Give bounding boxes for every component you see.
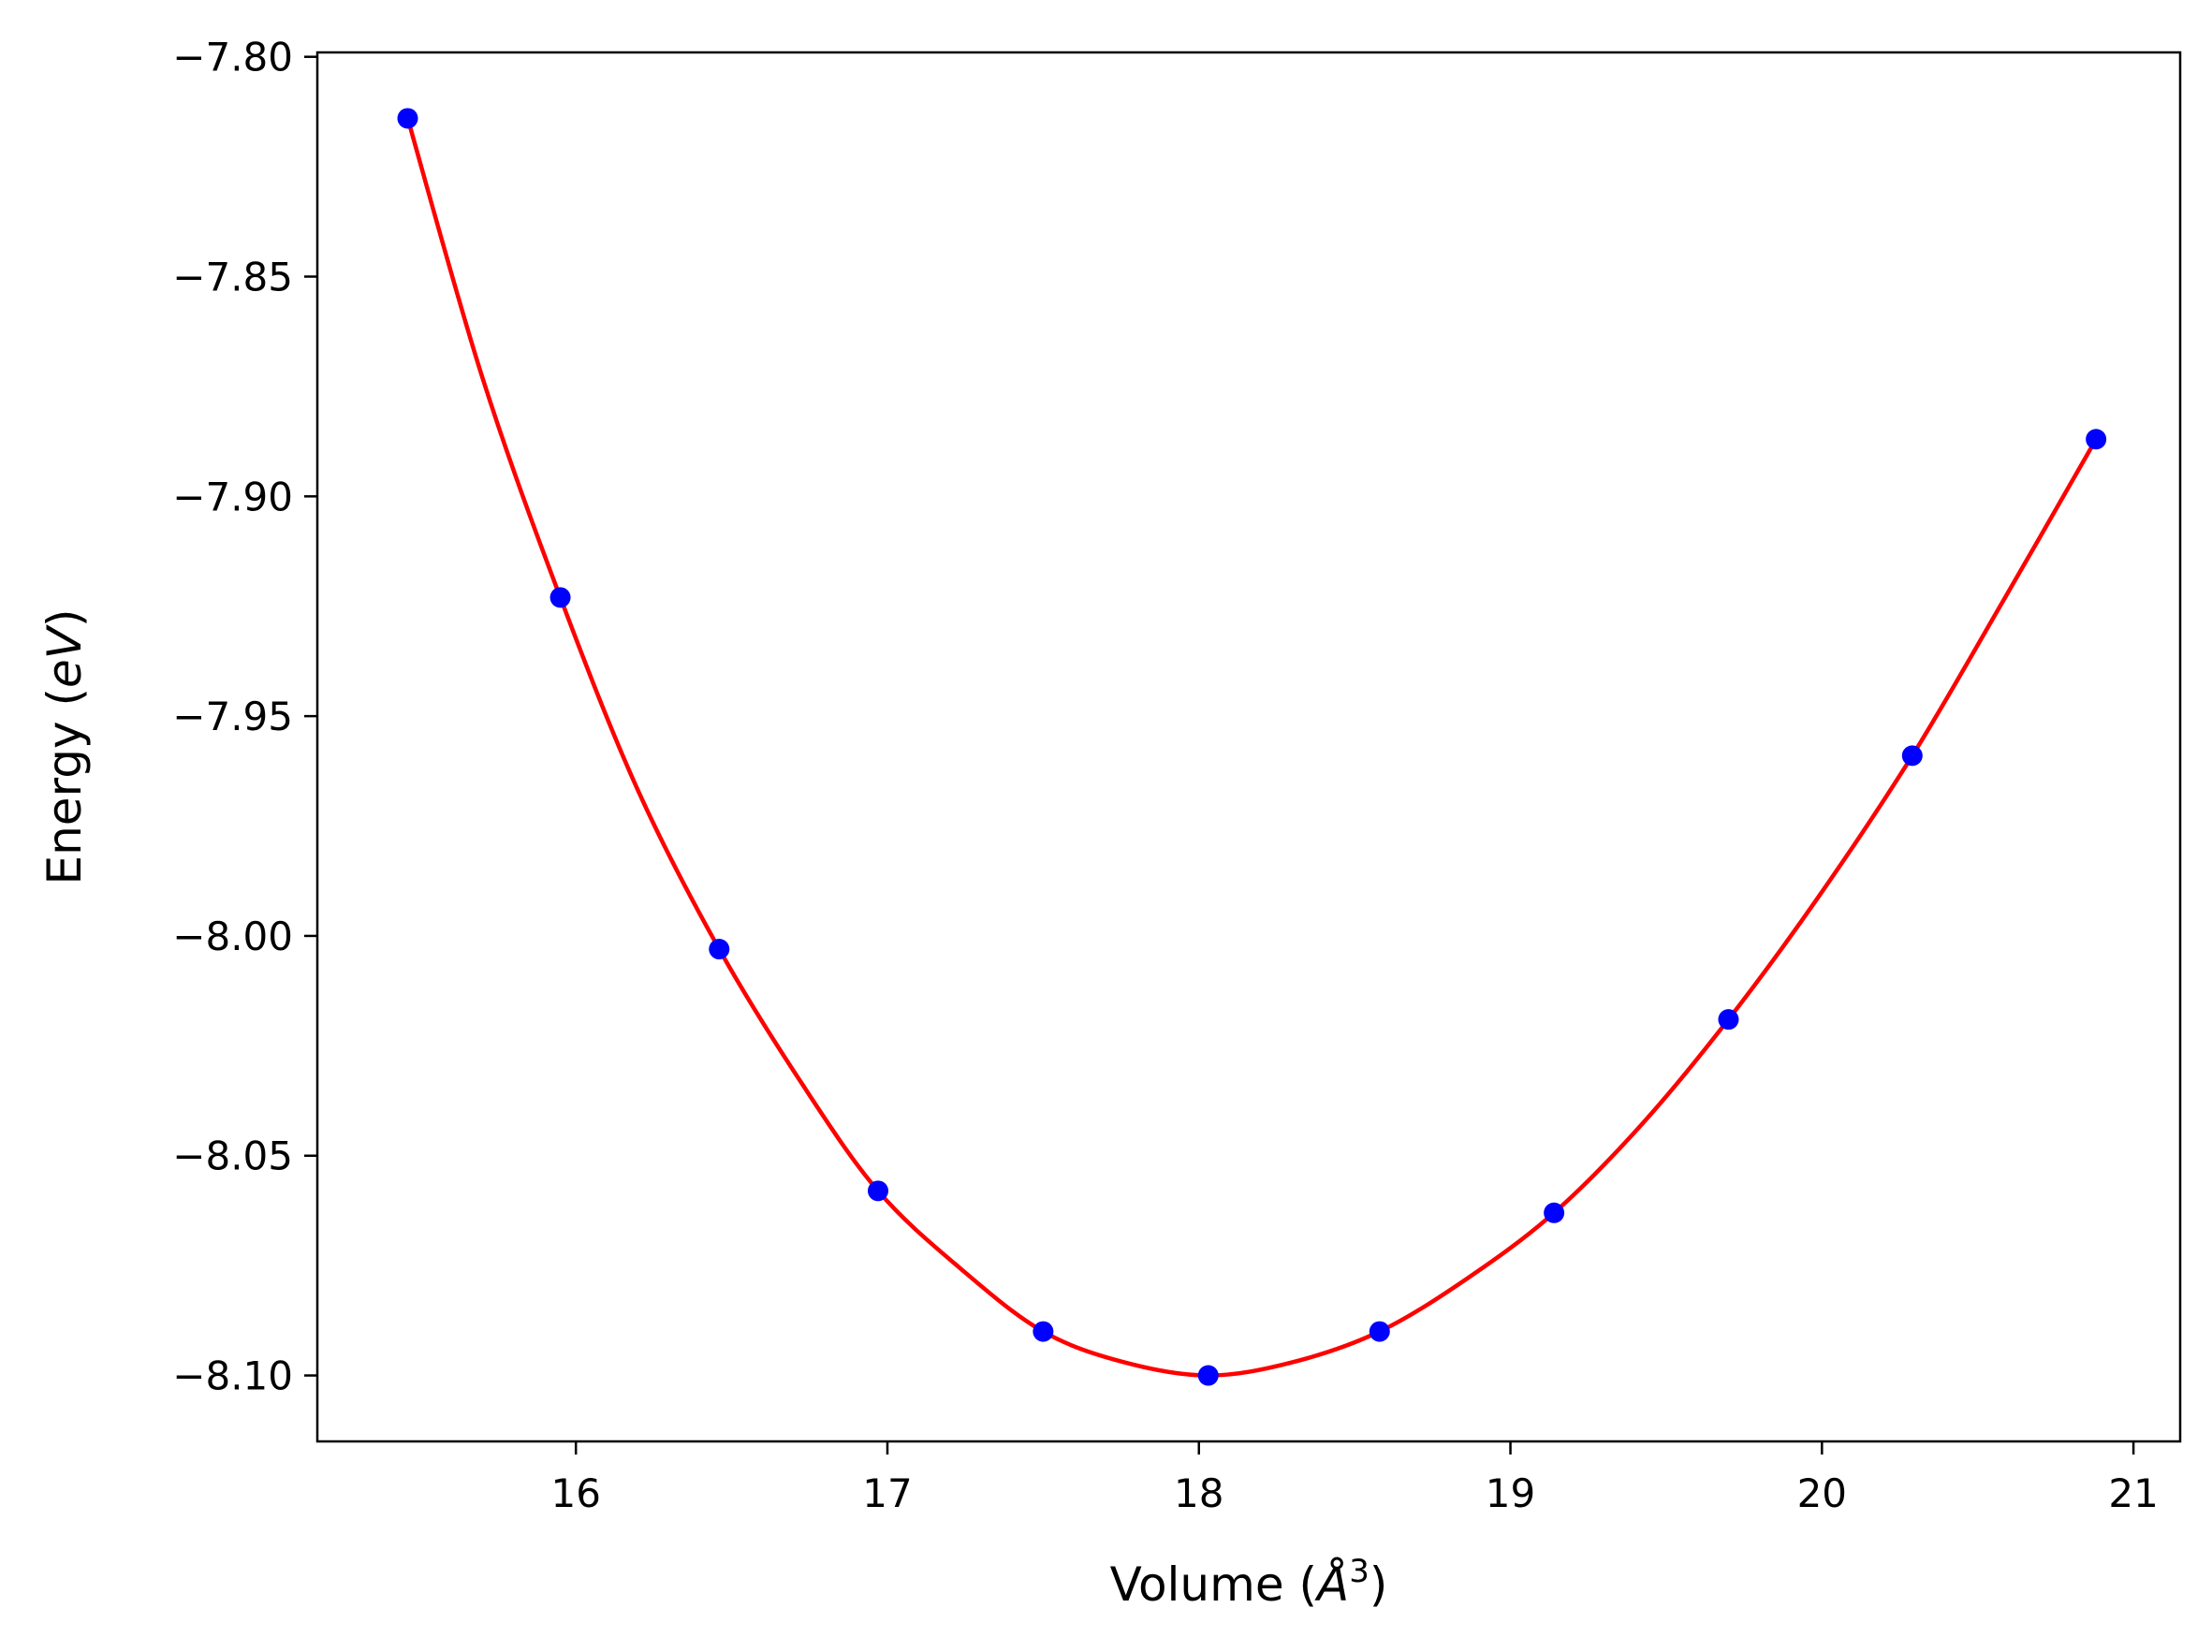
data-point bbox=[1901, 745, 1923, 767]
y-tick-label: −8.05 bbox=[172, 1133, 293, 1179]
fit-curve-layer bbox=[405, 117, 2099, 1378]
data-point bbox=[1544, 1202, 1565, 1223]
data-point bbox=[1369, 1321, 1390, 1342]
y-tick-label: −8.10 bbox=[172, 1353, 293, 1399]
data-point bbox=[2086, 429, 2107, 450]
data-points-layer bbox=[397, 108, 2107, 1386]
y-tick-label: −7.90 bbox=[172, 474, 293, 519]
fit-curve-line bbox=[405, 117, 2099, 1378]
plot-frame bbox=[315, 51, 2182, 1443]
data-point bbox=[1197, 1365, 1219, 1386]
x-axis-label: Volume (Å3) bbox=[1110, 1553, 1388, 1612]
data-point bbox=[1718, 1009, 1739, 1031]
data-point bbox=[1033, 1321, 1054, 1342]
data-point bbox=[549, 587, 571, 608]
data-point bbox=[867, 1180, 888, 1202]
x-tick-label: 18 bbox=[1174, 1470, 1223, 1516]
x-tick-label: 17 bbox=[862, 1470, 912, 1516]
data-point bbox=[709, 939, 730, 960]
y-tick-label: −7.80 bbox=[172, 35, 293, 80]
y-axis-ticks: −7.80 −7.85 −7.90 −7.95 −8.00 −8.05 −8.10 bbox=[172, 35, 317, 1399]
x-tick-label: 16 bbox=[550, 1470, 600, 1516]
x-tick-label: 19 bbox=[1486, 1470, 1535, 1516]
y-tick-label: −7.95 bbox=[172, 694, 293, 739]
plot-area bbox=[317, 52, 2180, 1441]
y-tick-label: −7.85 bbox=[172, 255, 293, 300]
data-point bbox=[397, 108, 418, 129]
x-tick-label: 20 bbox=[1797, 1470, 1847, 1516]
x-axis-ticks: 16 17 18 19 20 21 bbox=[550, 1441, 2159, 1516]
y-tick-label: −8.00 bbox=[172, 914, 293, 959]
x-tick-label: 21 bbox=[2108, 1470, 2158, 1516]
y-axis-label: Energy (eV) bbox=[37, 609, 92, 885]
